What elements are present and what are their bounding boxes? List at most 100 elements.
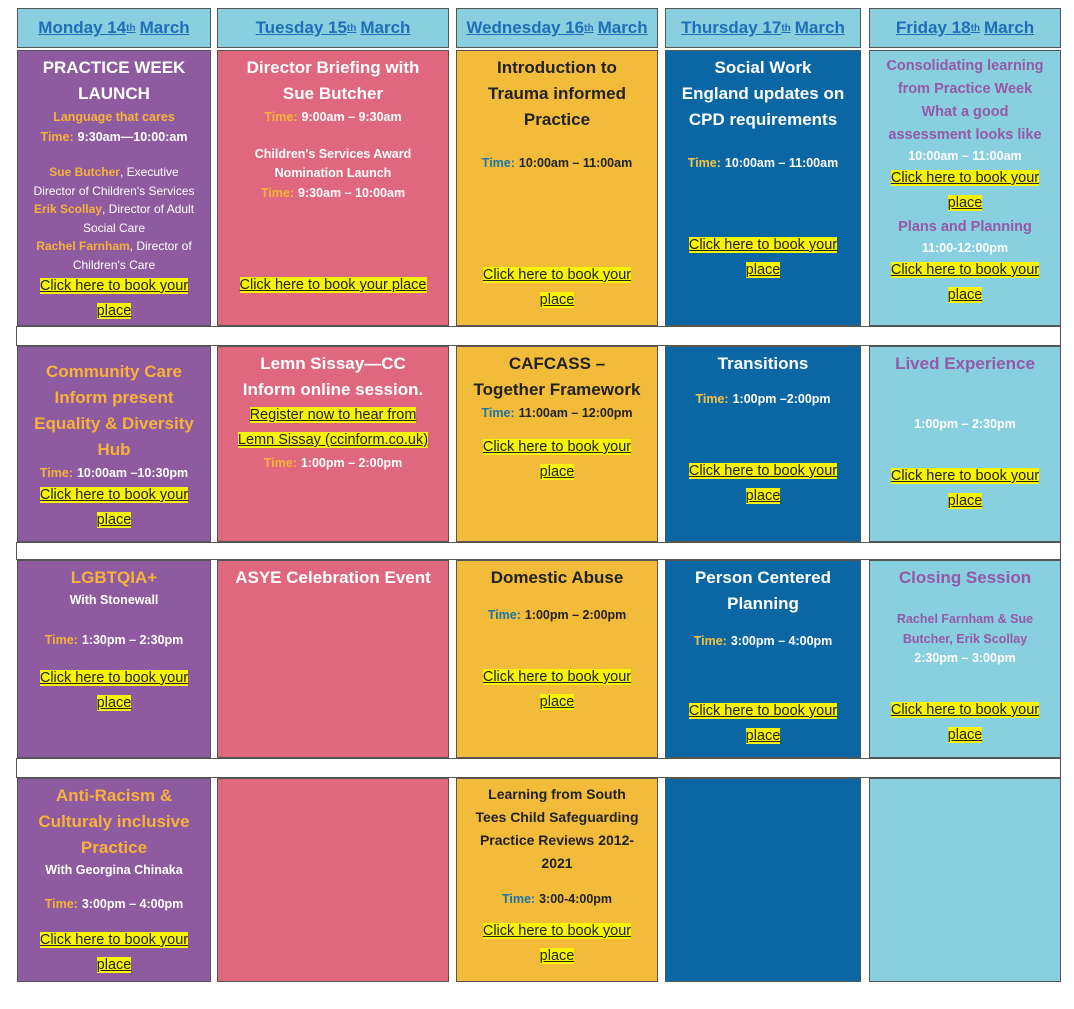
link-text[interactable]: Click here to book your place <box>890 702 1040 743</box>
booking-link[interactable]: Click here to book your place <box>680 459 846 509</box>
month: March <box>794 18 845 37</box>
event-text: Consolidating learning from Practice Wee… <box>886 58 1044 97</box>
day: Tuesday 15 <box>255 18 347 37</box>
link-text[interactable]: Click here to book your place <box>688 703 838 744</box>
booking-link[interactable]: Click here to book your place <box>884 698 1046 748</box>
time-value: 9:30am – 10:00am <box>298 186 406 200</box>
link-text[interactable]: Click here to book your place <box>890 262 1040 303</box>
link-text[interactable]: Click here to book your place <box>482 923 632 964</box>
schedule-cell: Learning from South Tees Child Safeguard… <box>456 778 658 982</box>
ordinal: th <box>781 22 791 34</box>
month: March <box>139 18 190 37</box>
booking-link[interactable]: Register now to hear from Lemn Sissay (c… <box>232 403 434 453</box>
schedule-cell: ASYE Celebration Event <box>217 560 449 758</box>
speaker-role: , Director of Adult Social Care <box>82 202 195 235</box>
booking-link[interactable]: Click here to book your place <box>471 919 643 969</box>
schedule-cell: CAFCASS – Together Framework Time: 11:00am… <box>456 346 658 542</box>
time-label: Time: <box>481 156 515 170</box>
event-text: Learning from South Tees Child Safeguard… <box>475 786 639 871</box>
link-text[interactable]: Click here to book your place <box>39 670 189 711</box>
event-text: Closing Session <box>898 568 1032 587</box>
speaker: Rachel Farnham, Director of Children's C… <box>32 237 196 274</box>
event-text: LGBTQIA+ <box>70 568 158 587</box>
link-text[interactable]: Click here to book your place <box>890 170 1040 211</box>
speaker-role: , Director of Children's Care <box>72 239 192 272</box>
day: Monday 14 <box>38 18 127 37</box>
event-text: 11:00-12:00pm <box>921 241 1009 255</box>
day: Friday 18 <box>895 18 971 37</box>
speaker-name: Sue Butcher <box>49 165 120 179</box>
booking-link[interactable]: Click here to book your place <box>32 274 196 324</box>
speaker-name: Erik Scollay <box>33 202 102 216</box>
time-value: 1:00pm –2:00pm <box>732 392 831 406</box>
booking-link[interactable]: Click here to book your place <box>232 273 434 298</box>
event-text: Rachel Farnham & Sue Butcher, Erik Scoll… <box>896 612 1034 646</box>
time-label: Time: <box>481 406 515 420</box>
speaker-name: Rachel Farnham <box>36 239 130 253</box>
time: Time: 1:00pm –2:00pm <box>680 389 846 409</box>
schedule-cell <box>217 778 449 982</box>
booking-link[interactable]: Click here to book your place <box>471 263 643 313</box>
booking-link[interactable]: Click here to book your place <box>32 666 196 716</box>
time: Time: 9:00am – 9:30am <box>232 107 434 127</box>
time-label: Time: <box>44 897 78 911</box>
time: Time: 10:00am – 11:00am <box>471 153 643 173</box>
link-text[interactable]: Click here to book your place <box>482 267 632 308</box>
time: Time: 1:00pm – 2:00pm <box>471 605 643 625</box>
booking-link[interactable]: Click here to book your place <box>471 665 643 715</box>
booking-link[interactable]: Click here to book your place <box>471 435 643 485</box>
link-text[interactable]: Click here to book your place <box>39 487 189 528</box>
schedule-cell: Closing Session Rachel Farnham & Sue Butc… <box>869 560 1061 758</box>
booking-link[interactable]: Click here to book your place <box>680 233 846 283</box>
time: Time: 3:00pm – 4:00pm <box>680 631 846 651</box>
time: Time: 9:30am – 10:00am <box>232 183 434 203</box>
booking-link[interactable]: Click here to book your place <box>884 258 1046 308</box>
link-text[interactable]: Click here to book your place <box>39 932 189 973</box>
time-value: 10:00am –10:30pm <box>76 466 189 480</box>
time-value: 1:30pm – 2:30pm <box>81 633 184 647</box>
time-label: Time: <box>40 130 74 144</box>
event-text: ASYE Celebration Event <box>235 568 431 587</box>
schedule-cell: Person Centered Planning Time: 3:00pm – 4:… <box>665 560 861 758</box>
ordinal: th <box>126 22 136 34</box>
time: Time: 9:30am—10:00:am <box>32 127 196 147</box>
link-text[interactable]: Click here to book your place <box>239 277 427 293</box>
time: Time: 1:30pm – 2:30pm <box>32 630 196 650</box>
event-text: 1:00pm – 2:30pm <box>914 417 1016 431</box>
link-text[interactable]: Click here to book your place <box>890 468 1040 509</box>
booking-link[interactable]: Click here to book your place <box>32 483 196 533</box>
day: Thursday 17 <box>681 18 782 37</box>
schedule-cell: Community Care Inform present Equality &… <box>17 346 211 542</box>
time-value: 11:00am – 12:00pm <box>518 406 633 420</box>
time-value: 9:00am – 9:30am <box>301 110 402 124</box>
booking-link[interactable]: Click here to book your place <box>32 928 196 978</box>
time-label: Time: <box>501 892 536 906</box>
time: Time: 3:00pm – 4:00pm <box>32 894 196 914</box>
booking-link[interactable]: Click here to book your place <box>680 699 846 749</box>
link-text[interactable]: Register now to hear from Lemn Sissay (c… <box>237 407 429 448</box>
time-label: Time: <box>260 186 295 200</box>
event-text: Children's Services Award Nomination Lau… <box>254 147 412 180</box>
booking-link[interactable]: Click here to book your place <box>884 166 1046 216</box>
time: Time: 10:00am – 11:00am <box>680 153 846 173</box>
time-label: Time: <box>264 110 298 124</box>
schedule-cell: Consolidating learning from Practice Wee… <box>869 50 1061 326</box>
link-text[interactable]: Click here to book your place <box>688 237 838 278</box>
time-value: 3:00pm – 4:00pm <box>81 897 184 911</box>
link-text[interactable]: Click here to book your place <box>482 439 632 480</box>
ordinal: th <box>346 22 357 34</box>
row-separator <box>16 542 1061 560</box>
link-text[interactable]: Click here to book your place <box>482 669 632 710</box>
schedule-cell: Introduction to Trauma informed Practice… <box>456 50 658 326</box>
link-text[interactable]: Click here to book your place <box>688 463 838 504</box>
link-text[interactable]: Click here to book your place <box>39 278 189 319</box>
time-value: 1:00pm – 2:00pm <box>524 608 627 622</box>
time-value: 9:30am—10:00:am <box>77 130 188 144</box>
booking-link[interactable]: Click here to book your place <box>884 464 1046 514</box>
row-separator <box>16 758 1061 778</box>
month: March <box>984 18 1035 37</box>
event-text: Language that cares <box>53 110 175 124</box>
